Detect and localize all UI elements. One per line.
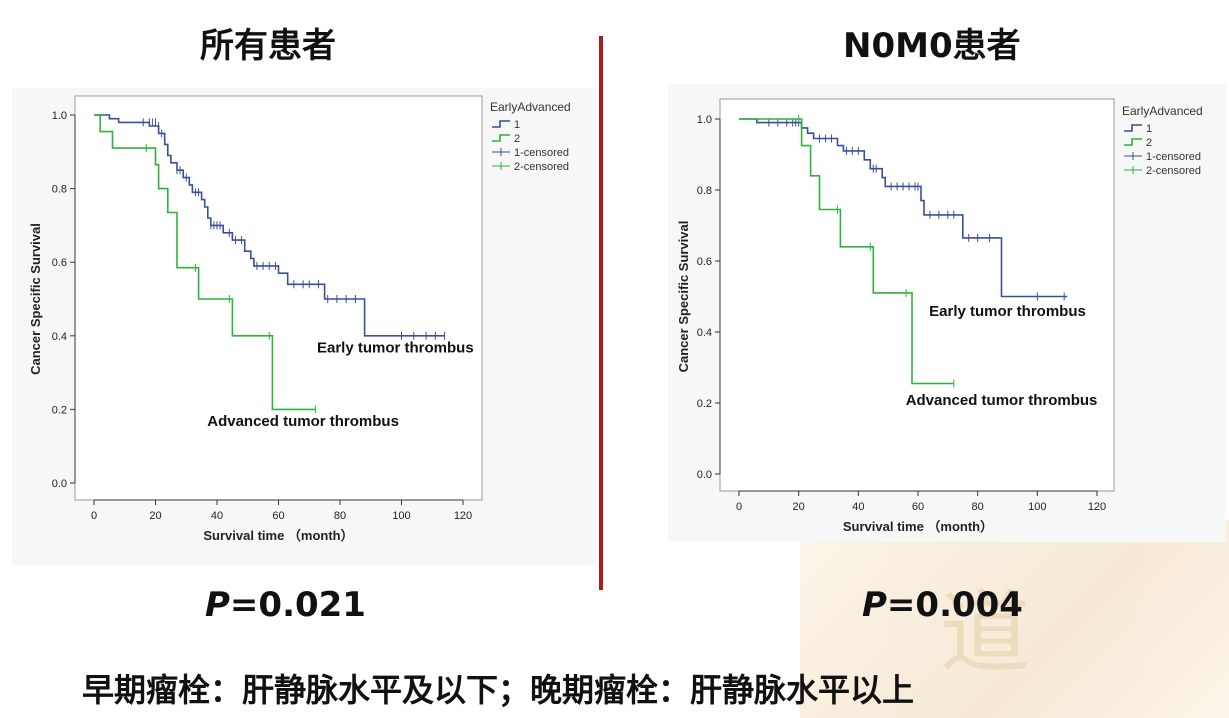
right-km-chart: 0.0 0.2 0.4 0.6 0.8 1.0 0 20 40 60 80 100 120 Surviva… bbox=[676, 98, 1203, 534]
right-y-tick-label: 0.6 bbox=[697, 256, 712, 268]
left-series-1-line bbox=[94, 114, 445, 337]
left-x-axis-label: Survival time （month） bbox=[203, 528, 353, 543]
left-series-2-line bbox=[94, 114, 316, 411]
left-legend-title: EarlyAdvanced bbox=[490, 100, 571, 114]
right-annotation: Advanced tumor thrombus bbox=[906, 392, 1098, 409]
right-annotation: Early tumor thrombus bbox=[929, 303, 1086, 320]
right-plot-frame bbox=[719, 98, 1115, 492]
left-x-tick-label: 20 bbox=[149, 510, 161, 522]
left-y-tick-label: 0.8 bbox=[52, 184, 67, 196]
left-y-tick-label: 0.4 bbox=[52, 331, 67, 343]
left-legend-swatch bbox=[492, 120, 510, 128]
right-y-axis-label: Cancer Specific Survival bbox=[676, 221, 691, 373]
left-legend-swatch bbox=[492, 134, 510, 142]
right-p-number: =0.004 bbox=[886, 585, 1023, 625]
left-p-number: =0.021 bbox=[229, 585, 366, 625]
right-y-tick-label: 0.0 bbox=[697, 469, 712, 481]
right-x-tick-label: 120 bbox=[1088, 501, 1106, 513]
left-x-tick-label: 80 bbox=[334, 510, 346, 522]
left-km-chart: 0.0 0.2 0.4 0.6 0.8 1.0 0 20 40 60 80 100 120 Surviva… bbox=[28, 95, 571, 543]
right-y-tick-label: 0.8 bbox=[697, 185, 712, 197]
right-p-value: P=0.004 bbox=[862, 585, 1023, 625]
left-p-label: P bbox=[205, 585, 230, 625]
right-p-label: P bbox=[862, 585, 887, 625]
left-legend-entry: 1 bbox=[514, 119, 520, 131]
left-title: 所有患者 bbox=[200, 26, 336, 66]
center-divider bbox=[599, 36, 603, 590]
left-x-tick-label: 120 bbox=[454, 510, 472, 522]
left-x-tick-label: 60 bbox=[272, 510, 284, 522]
right-legend-entry: 1 bbox=[1146, 123, 1152, 135]
left-y-tick-label: 0.6 bbox=[52, 257, 67, 269]
right-x-tick-label: 40 bbox=[852, 501, 864, 513]
left-annotation: Early tumor thrombus bbox=[317, 339, 474, 356]
left-legend-entry: 1-censored bbox=[514, 147, 569, 159]
right-legend-title: EarlyAdvanced bbox=[1122, 104, 1203, 118]
left-y-tick-label: 0.2 bbox=[52, 404, 67, 416]
left-x-tick-label: 100 bbox=[392, 510, 410, 522]
right-x-tick-label: 60 bbox=[912, 501, 924, 513]
right-series-2-line bbox=[739, 118, 954, 385]
left-y-tick-label: 0.0 bbox=[52, 478, 67, 490]
left-legend-entry: 2 bbox=[514, 133, 520, 145]
left-plot-frame bbox=[74, 95, 483, 501]
right-series-1-line bbox=[739, 118, 1068, 298]
background-watermark: 道 bbox=[800, 520, 1229, 718]
left-x-tick-label: 0 bbox=[91, 510, 97, 522]
right-title: N0M0患者 bbox=[843, 26, 1021, 66]
watermark-char: 道 bbox=[940, 581, 1030, 686]
right-x-tick-label: 0 bbox=[736, 501, 742, 513]
right-legend-swatch bbox=[1124, 138, 1142, 146]
right-legend-entry: 2-censored bbox=[1146, 165, 1201, 177]
right-y-tick-label: 0.2 bbox=[697, 398, 712, 410]
right-legend-entry: 1-censored bbox=[1146, 151, 1201, 163]
right-x-tick-label: 80 bbox=[972, 501, 984, 513]
left-y-tick-label: 1.0 bbox=[52, 110, 67, 122]
right-x-axis-label: Survival time （month） bbox=[843, 519, 993, 534]
left-legend-entry: 2-censored bbox=[514, 161, 569, 173]
footer-definition: 早期瘤栓：肝静脉水平及以下；晚期瘤栓：肝静脉水平以上 bbox=[82, 671, 915, 709]
left-y-axis-label: Cancer Specific Survival bbox=[28, 223, 43, 375]
right-y-tick-label: 1.0 bbox=[697, 114, 712, 126]
left-p-value: P=0.021 bbox=[205, 585, 366, 625]
right-legend-swatch bbox=[1124, 124, 1142, 132]
right-x-tick-label: 20 bbox=[793, 501, 805, 513]
right-x-tick-label: 100 bbox=[1028, 501, 1046, 513]
left-x-tick-label: 40 bbox=[211, 510, 223, 522]
left-annotation: Advanced tumor thrombus bbox=[207, 413, 399, 430]
right-y-tick-label: 0.4 bbox=[697, 327, 712, 339]
right-legend-entry: 2 bbox=[1146, 137, 1152, 149]
